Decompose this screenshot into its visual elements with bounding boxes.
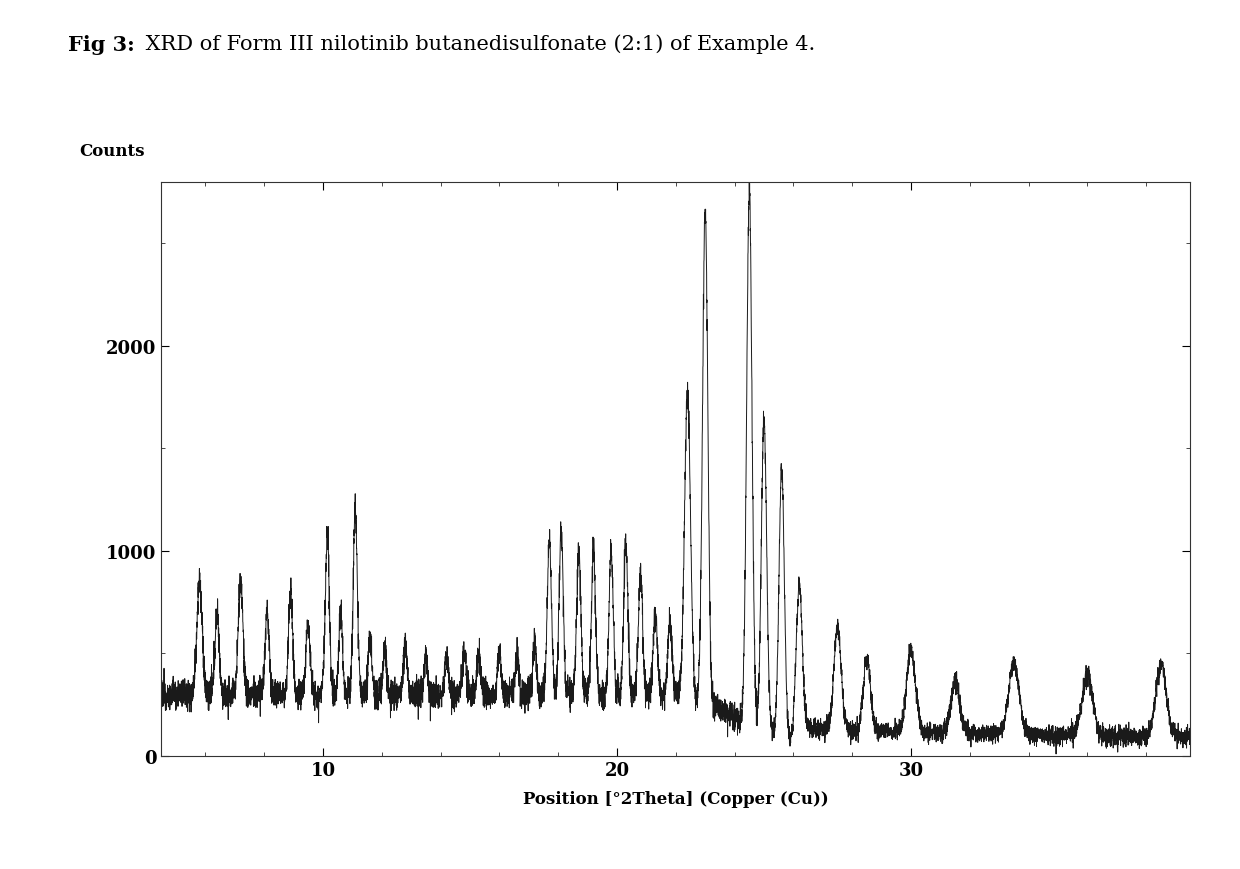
Text: Counts: Counts <box>79 143 144 160</box>
Text: Fig 3:: Fig 3: <box>68 35 135 55</box>
Text: XRD of Form III nilotinib butanedisulfonate (2:1) of Example 4.: XRD of Form III nilotinib butanedisulfon… <box>139 35 815 55</box>
X-axis label: Position [°2Theta] (Copper (Cu)): Position [°2Theta] (Copper (Cu)) <box>523 790 828 807</box>
